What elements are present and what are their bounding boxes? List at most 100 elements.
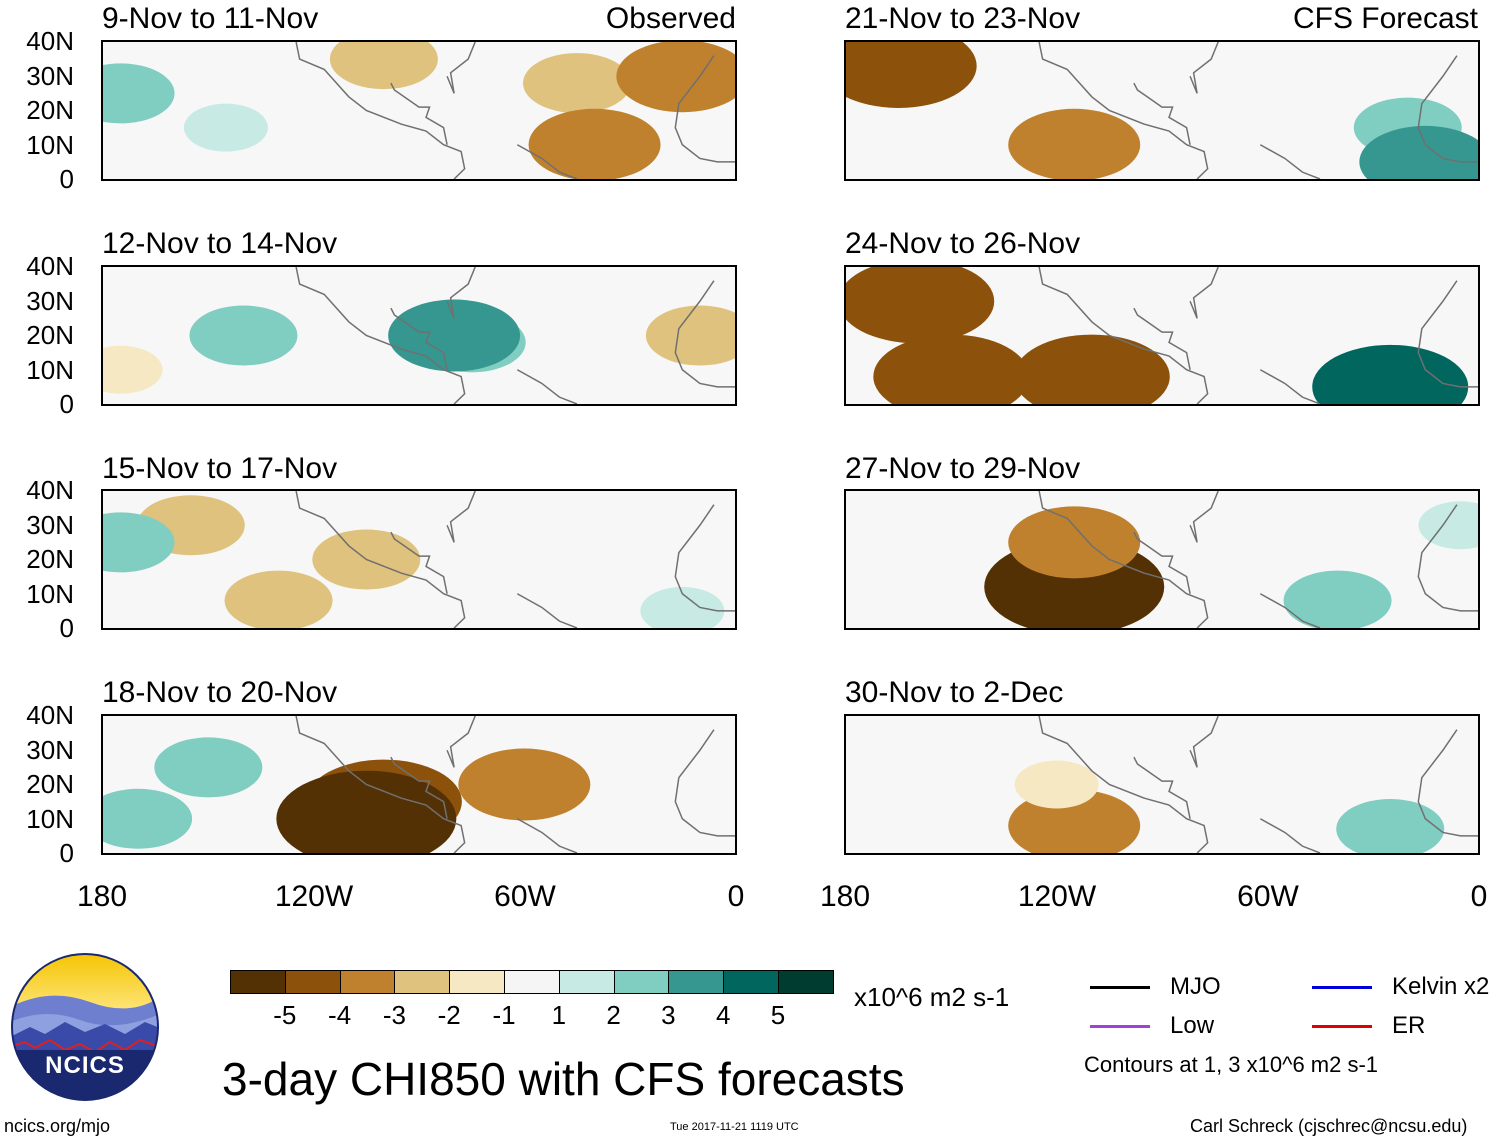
logo-text: NCICS [45,1052,125,1079]
legend-label-mjo: MJO [1170,973,1221,1000]
panel-title: 30-Nov to 2-Dec [845,676,1064,709]
coastline [1259,144,1321,179]
x-tick-label: 60W [1237,880,1299,913]
colorbar-label: 1 [551,1000,567,1030]
y-tick-label: 10N [26,803,74,834]
y-tick-label: 40N [26,700,74,730]
anomaly-blob [103,512,175,573]
y-tick-label: 0 [59,389,74,419]
x-tick-label: 0 [727,880,745,913]
legend-label-kelvin: Kelvin x2 [1392,973,1490,1000]
coastline [516,818,578,853]
coastline [1133,307,1191,370]
colorbar-label: 3 [661,1000,676,1030]
map-plot [101,265,737,406]
anomaly-blob [329,42,438,90]
y-tick-label: 30N [26,285,74,316]
anomaly-blob [458,748,591,821]
coastline [446,716,476,768]
coastline [1417,55,1478,163]
map-plot [844,489,1480,630]
panel-title: 12-Nov to 14-Nov [102,227,338,260]
panel-title: 24-Nov to 26-Nov [845,227,1081,260]
footer-url[interactable]: ncics.org/mjo [4,1116,111,1136]
x-tick-label: 180 [76,880,128,913]
coastline [1038,716,1209,853]
y-tick-label: 40N [26,475,74,505]
anomaly-blob [645,305,735,366]
y-tick-label: 30N [26,734,74,765]
anomaly-blob [103,63,175,124]
coastline [516,369,578,404]
coastline [1038,267,1209,404]
x-tick-label: 60W [494,880,556,913]
map-plot [101,489,737,630]
y-tick-label: 30N [26,509,74,540]
y-tick-label: 20N [26,769,74,799]
coastline [674,729,735,837]
anomaly-blob [846,267,995,344]
anomaly-blob [276,770,457,853]
colorbar-swatch [723,970,780,994]
footer-author: Carl Schreck (cjschrec@ncsu.edu) [1190,1116,1468,1136]
coastline [1417,504,1478,612]
coastline [516,593,578,628]
colorbar-swatch [504,970,561,994]
map-plot [101,40,737,181]
coastline [1133,82,1191,145]
anomaly-blob [183,103,268,152]
coastline [446,491,476,543]
anomaly-blob [1336,799,1445,853]
coastline [446,267,476,319]
footer-timestamp: Tue 2017-11-21 1119 UTC [670,1121,799,1133]
anomaly-blob [1359,125,1478,179]
panel-label: CFS Forecast [1292,2,1478,35]
coastline [1189,267,1219,319]
y-tick-label: 40N [26,251,74,281]
coastline [1259,593,1321,628]
colorbar-label: -2 [437,1000,461,1030]
coastline [1417,280,1478,388]
map-plot [844,40,1480,181]
legend-line-er [1312,1025,1372,1028]
colorbar-swatch [339,970,396,994]
colorbar-swatch [778,970,835,994]
main-title: 3-day CHI850 with CFS forecasts [222,1053,905,1105]
anomaly-blob [1008,506,1141,579]
coastline [390,82,448,145]
y-tick-label: 30N [26,60,74,91]
legend-line-mjo [1090,986,1150,989]
anomaly-blob [388,299,521,372]
colorbar-units: x10^6 m2 s-1 [854,982,1010,1012]
colorbar-swatch [558,970,616,994]
coastline [390,756,448,819]
coastline [390,531,448,594]
coastline [674,280,735,388]
coastline [390,307,448,370]
coastline [295,716,466,853]
colorbar-label: -1 [492,1000,516,1030]
y-tick-label: 10N [26,129,74,160]
y-tick-label: 20N [26,95,74,125]
map-plot [844,714,1480,855]
coastline [295,267,466,404]
colorbar-label: -4 [328,1000,352,1030]
coastline [295,491,466,628]
y-tick-label: 10N [26,578,74,609]
coastline [1133,756,1191,819]
x-tick-label: 180 [819,880,871,913]
y-tick-label: 20N [26,544,74,574]
anomaly-blob [1014,760,1099,809]
colorbar-label: 5 [770,1000,786,1030]
coastline [516,144,578,179]
x-tick-label: 0 [1470,880,1488,913]
colorbar-swatch [284,970,342,994]
colorbar-label: 4 [715,1000,731,1030]
anomaly-blob [873,334,1030,404]
map-plot [844,265,1480,406]
colorbar-label: -3 [382,1000,406,1030]
coastline [1189,716,1219,768]
anomaly-blob [640,586,725,628]
x-tick-label: 120W [274,880,354,913]
panel-title: 27-Nov to 29-Nov [845,452,1081,485]
